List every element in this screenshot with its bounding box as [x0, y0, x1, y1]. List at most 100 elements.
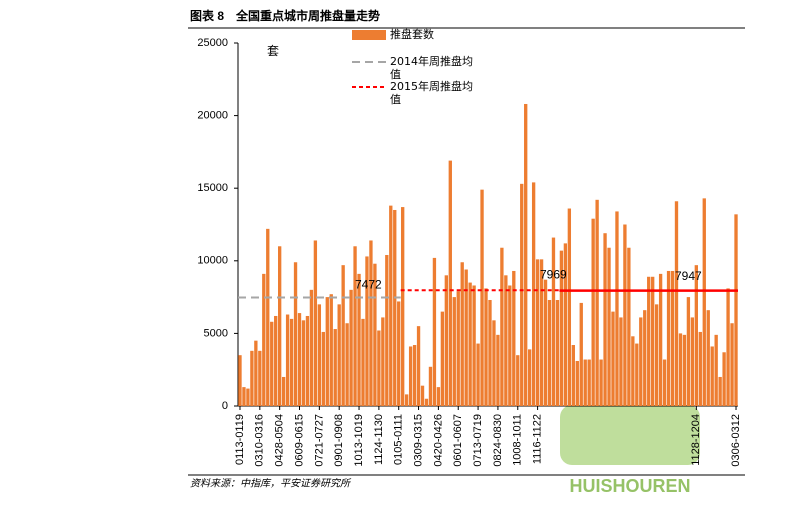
bar — [401, 207, 405, 406]
legend-label: 2014年周推盘均值 — [390, 55, 473, 81]
bar — [297, 313, 302, 406]
bar — [313, 240, 318, 406]
bar — [349, 289, 353, 406]
bar — [329, 294, 333, 406]
bar — [424, 398, 429, 406]
bar — [393, 209, 397, 406]
bar — [281, 376, 286, 406]
y-tick-label: 20000 — [197, 110, 228, 122]
bar — [305, 315, 310, 406]
bar — [321, 331, 325, 406]
bar — [412, 345, 417, 406]
bar — [662, 359, 667, 406]
x-tick-label: 0428-0504 — [274, 414, 286, 467]
bar — [385, 254, 389, 406]
bar — [730, 323, 734, 406]
bar — [639, 317, 643, 406]
legend-item: 推盘套数 — [390, 28, 434, 41]
legend-item: 2015年周推盘均值 — [390, 80, 473, 106]
bar — [274, 315, 278, 406]
x-tick-label: 1116-1122 — [532, 414, 544, 464]
bar — [381, 317, 385, 406]
bar — [404, 394, 409, 406]
reference-label: 7947 — [675, 269, 702, 283]
bar — [250, 350, 254, 406]
bar — [452, 297, 456, 406]
reference-label: 7472 — [355, 278, 382, 292]
bar — [504, 275, 508, 406]
bar — [480, 189, 484, 406]
bar — [508, 285, 512, 406]
bar — [361, 318, 365, 406]
x-tick-label: 0713-0719 — [472, 414, 484, 467]
bar — [440, 311, 445, 406]
bar — [599, 359, 603, 406]
bar — [500, 247, 504, 406]
bar — [242, 387, 246, 406]
bar — [698, 331, 702, 406]
bar — [365, 256, 369, 406]
bar — [559, 250, 564, 406]
watermark-badge — [560, 405, 700, 465]
bar — [571, 345, 575, 406]
bar — [734, 214, 738, 406]
bar — [666, 270, 671, 406]
bar — [551, 237, 556, 406]
legend-label: 推盘套数 — [390, 28, 434, 41]
bar — [535, 259, 540, 406]
bar — [674, 201, 679, 406]
bar — [301, 320, 306, 406]
bar — [567, 208, 572, 406]
bar — [682, 334, 687, 406]
x-tick-label: 0420-0426 — [432, 414, 444, 467]
x-tick-label: 0824-0830 — [492, 414, 504, 467]
bar — [587, 359, 591, 406]
bar — [389, 205, 393, 406]
legend-label: 2015年周推盘均值 — [390, 80, 473, 106]
bar — [543, 279, 548, 406]
bar — [428, 366, 433, 406]
bar — [524, 103, 528, 406]
bar — [591, 218, 595, 406]
bar — [468, 282, 472, 406]
bar — [635, 343, 639, 406]
y-tick-label: 15000 — [197, 182, 228, 194]
bar — [516, 355, 520, 406]
bar — [583, 359, 587, 406]
bar — [488, 300, 492, 406]
bar — [456, 291, 460, 406]
bar — [436, 387, 441, 406]
y-tick-label: 0 — [222, 400, 228, 412]
bar — [615, 211, 619, 406]
bar — [647, 276, 651, 406]
bar — [702, 198, 706, 406]
bar — [654, 304, 659, 406]
bar — [460, 262, 464, 406]
y-tick-label: 10000 — [197, 255, 228, 267]
bar — [678, 333, 683, 406]
bar — [710, 346, 714, 406]
bar — [643, 310, 647, 406]
x-tick-label: 1128-1204 — [690, 414, 702, 466]
bar — [353, 246, 357, 406]
watermark: HUISHOUREN — [569, 476, 690, 496]
x-tick-label: 0901-0908 — [333, 414, 345, 467]
bar — [420, 385, 425, 406]
legend-swatch — [352, 30, 386, 40]
y-unit: 套 — [267, 44, 279, 58]
bar — [714, 334, 718, 406]
bar — [539, 259, 544, 406]
y-tick-label: 25000 — [197, 37, 228, 49]
bar — [444, 275, 448, 406]
x-tick-label: 0609-0615 — [293, 414, 305, 467]
legend-item: 2014年周推盘均值 — [390, 55, 473, 81]
x-tick-label: 0105-0111 — [393, 414, 405, 465]
bar — [706, 310, 710, 406]
bar — [718, 376, 722, 406]
bar — [694, 265, 698, 406]
bar — [651, 276, 655, 406]
bar — [484, 288, 488, 406]
bar — [563, 243, 568, 406]
chart-title: 图表 8 全国重点城市周推盘量走势 — [190, 8, 380, 23]
